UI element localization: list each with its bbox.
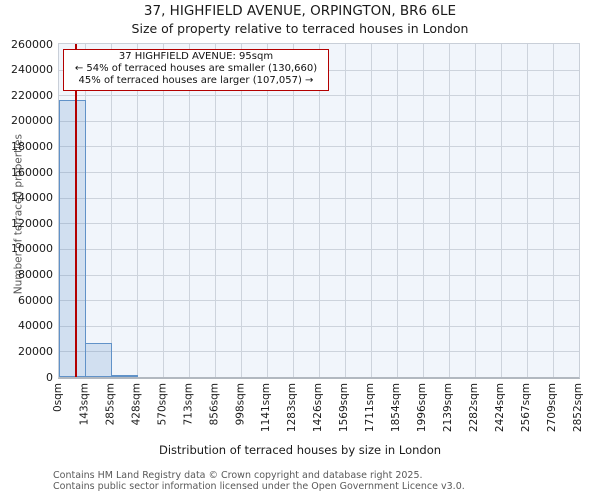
v-gridline: [267, 44, 268, 377]
y-tick-label: 120000: [11, 216, 53, 230]
v-gridline: [215, 44, 216, 377]
x-tick-label: 713sqm: [182, 383, 195, 426]
y-tick-label: 260000: [11, 37, 53, 51]
x-tick-label: 428sqm: [130, 383, 143, 426]
x-tick-label: 0sqm: [52, 383, 65, 413]
x-tick-label: 570sqm: [156, 383, 169, 426]
x-tick-label: 998sqm: [234, 383, 247, 426]
y-tick-label: 140000: [11, 191, 53, 205]
y-axis-title: Number of terraced properties: [12, 134, 24, 295]
plot-area: 37 HIGHFIELD AVENUE: 95sqm ← 54% of terr…: [58, 43, 580, 379]
v-gridline: [189, 44, 190, 377]
v-gridline: [475, 44, 476, 377]
y-tick-label: 0: [46, 370, 53, 384]
v-gridline: [397, 44, 398, 377]
x-tick-label: 2567sqm: [520, 383, 533, 433]
y-tick-label: 220000: [11, 88, 53, 102]
v-gridline: [423, 44, 424, 377]
annotation-larger-line: 45% of terraced houses are larger (107,0…: [78, 75, 314, 87]
y-tick-label: 60000: [18, 293, 53, 307]
x-tick-label: 1854sqm: [390, 383, 403, 433]
v-gridline: [163, 44, 164, 377]
y-tick-label: 40000: [18, 319, 53, 333]
y-tick-label: 80000: [18, 268, 53, 282]
marker-annotation-box: 37 HIGHFIELD AVENUE: 95sqm ← 54% of terr…: [63, 49, 329, 91]
x-tick-label: 856sqm: [208, 383, 221, 426]
page-title: 37, HIGHFIELD AVENUE, ORPINGTON, BR6 6LE: [143, 3, 457, 19]
y-tick-label: 20000: [18, 344, 53, 358]
y-tick-label: 180000: [11, 139, 53, 153]
v-gridline: [111, 44, 112, 377]
footer-copyright-line: Contains HM Land Registry data © Crown c…: [53, 470, 423, 481]
x-tick-label: 2852sqm: [572, 383, 585, 433]
y-tick-label: 200000: [11, 114, 53, 128]
v-gridline: [371, 44, 372, 377]
x-tick-label: 143sqm: [78, 383, 91, 426]
x-tick-label: 1569sqm: [338, 383, 351, 433]
page-subtitle: Size of property relative to terraced ho…: [131, 21, 469, 36]
v-gridline: [501, 44, 502, 377]
x-tick-label: 2139sqm: [442, 383, 455, 433]
x-tick-label: 1711sqm: [364, 383, 377, 433]
v-gridline: [449, 44, 450, 377]
histogram-bar: [85, 343, 112, 377]
v-gridline: [241, 44, 242, 377]
histogram-bar: [111, 375, 138, 377]
x-tick-label: 2709sqm: [546, 383, 559, 433]
x-axis-title: Distribution of terraced houses by size …: [158, 443, 442, 457]
x-tick-label: 1141sqm: [260, 383, 273, 433]
annotation-property-line: 37 HIGHFIELD AVENUE: 95sqm: [118, 51, 274, 62]
y-tick-label: 240000: [11, 63, 53, 77]
footer-licence-line: Contains public sector information licen…: [53, 481, 465, 492]
v-gridline: [553, 44, 554, 377]
x-tick-label: 2282sqm: [468, 383, 481, 433]
v-gridline: [137, 44, 138, 377]
annotation-smaller-line: ← 54% of terraced houses are smaller (13…: [74, 63, 318, 75]
histogram-bar: [59, 100, 86, 377]
x-tick-label: 2424sqm: [494, 383, 507, 433]
x-tick-label: 1426sqm: [312, 383, 325, 433]
y-tick-label: 160000: [11, 165, 53, 179]
y-tick-label: 100000: [11, 242, 53, 256]
x-tick-label: 1283sqm: [286, 383, 299, 433]
property-size-marker-line: [75, 44, 78, 377]
v-gridline: [293, 44, 294, 377]
v-gridline: [527, 44, 528, 377]
v-gridline: [319, 44, 320, 377]
x-tick-label: 1996sqm: [416, 383, 429, 433]
x-tick-label: 285sqm: [104, 383, 117, 426]
v-gridline: [345, 44, 346, 377]
